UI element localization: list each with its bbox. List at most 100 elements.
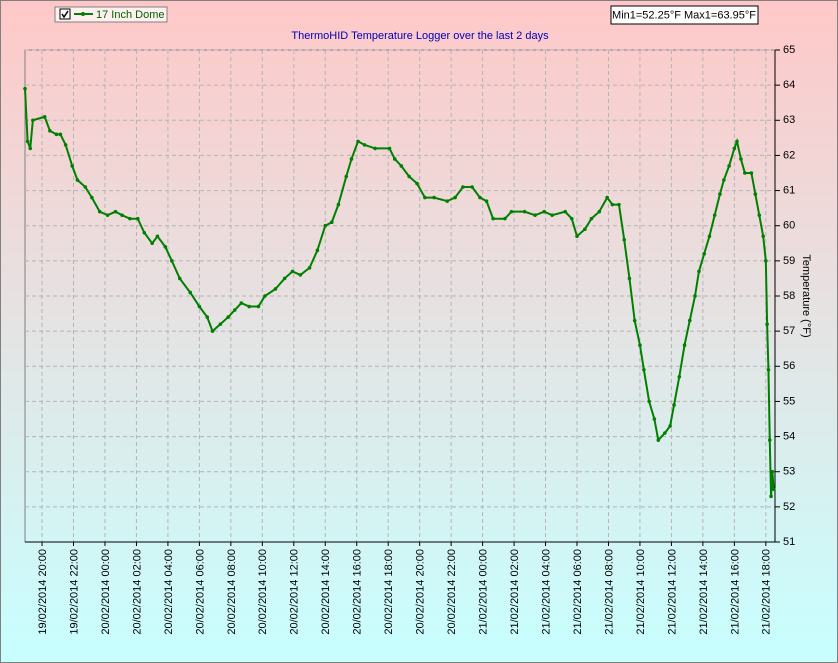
data-point <box>48 129 52 133</box>
data-point <box>656 438 661 442</box>
data-point <box>718 192 722 196</box>
data-point <box>509 209 514 214</box>
x-tick-label: 20/02/2014 18:00 <box>383 549 395 635</box>
data-point <box>31 118 35 123</box>
check-mark <box>61 10 69 19</box>
data-point <box>323 223 328 228</box>
y-tick-label: 61 <box>783 184 795 196</box>
data-point <box>682 343 687 348</box>
data-point <box>589 216 594 221</box>
y-tick-label: 52 <box>783 501 795 513</box>
data-point <box>247 304 252 309</box>
data-point <box>423 195 427 200</box>
data-point <box>522 209 527 214</box>
data-point <box>770 469 775 474</box>
y-tick-label: 63 <box>783 114 795 126</box>
data-point <box>617 202 621 207</box>
y-tick-label: 62 <box>783 149 795 161</box>
legend-marker <box>81 12 85 16</box>
data-point <box>373 146 377 151</box>
data-point <box>461 185 465 189</box>
y-tick-label: 53 <box>783 466 795 478</box>
data-point <box>753 192 758 196</box>
data-point <box>484 199 489 203</box>
data-point <box>575 234 579 239</box>
data-point <box>128 216 132 221</box>
x-tick-label: 20/02/2014 04:00 <box>163 549 175 635</box>
data-point <box>315 248 320 253</box>
data-point <box>732 146 737 151</box>
data-point <box>25 139 30 144</box>
data-point <box>205 315 210 319</box>
x-tick-label: 20/02/2014 00:00 <box>100 549 112 635</box>
data-point <box>218 322 223 326</box>
data-point <box>90 195 94 200</box>
data-point <box>767 438 772 442</box>
x-tick-label: 20/02/2014 12:00 <box>289 549 301 635</box>
data-point <box>362 143 367 147</box>
data-point <box>197 304 202 309</box>
data-point <box>622 237 627 242</box>
data-point <box>232 308 237 312</box>
data-point <box>652 417 657 421</box>
data-point <box>702 252 706 256</box>
data-point <box>766 368 771 372</box>
annotation-box <box>610 5 759 25</box>
data-point <box>170 259 174 263</box>
data-point <box>163 245 168 249</box>
legend-checkbox[interactable] <box>59 8 71 20</box>
data-point <box>83 185 88 189</box>
data-point <box>712 213 717 217</box>
data-point <box>356 139 360 144</box>
data-point <box>757 213 762 217</box>
data-point <box>23 86 27 91</box>
data-point <box>282 276 287 281</box>
x-tick-label: 21/02/2014 14:00 <box>698 549 710 635</box>
data-point <box>610 202 615 207</box>
data-point <box>707 234 712 239</box>
data-point <box>263 294 267 298</box>
data-point <box>638 343 642 348</box>
data-point <box>769 494 773 499</box>
annotation: Min1=52.25°F Max1=63.95°F <box>612 9 756 21</box>
data-point <box>298 273 303 277</box>
data-point <box>387 146 392 151</box>
y-axis-label: Temperature (°F) <box>800 254 812 337</box>
y-tick-label: 51 <box>783 536 795 548</box>
x-tick-label: 21/02/2014 02:00 <box>509 549 521 635</box>
data-point <box>647 399 651 404</box>
x-tick-label: 19/02/2014 20:00 <box>37 549 49 635</box>
data-point <box>54 132 59 137</box>
x-tick-label: 21/02/2014 18:00 <box>761 549 773 635</box>
data-point <box>407 174 411 179</box>
data-point <box>743 171 747 175</box>
data-point <box>42 114 47 119</box>
data-point <box>693 294 697 298</box>
y-tick-label: 54 <box>783 430 795 442</box>
data-point <box>239 301 244 305</box>
data-point <box>349 157 354 161</box>
legend-box <box>54 6 168 23</box>
data-point <box>273 287 278 291</box>
x-tick-label: 20/02/2014 02:00 <box>131 549 143 635</box>
data-point <box>307 266 312 270</box>
y-tick-label: 64 <box>783 79 795 91</box>
data-point <box>727 164 731 168</box>
x-tick-label: 20/02/2014 08:00 <box>226 549 238 635</box>
data-point <box>583 227 587 232</box>
x-tick-label: 21/02/2014 16:00 <box>729 549 741 635</box>
data-point <box>533 213 537 217</box>
x-tick-label: 21/02/2014 00:00 <box>478 549 490 635</box>
x-tick-label: 20/02/2014 22:00 <box>446 549 458 635</box>
x-tick-label: 19/02/2014 22:00 <box>68 549 80 635</box>
data-point <box>290 269 295 274</box>
data-point <box>663 431 667 435</box>
y-tick-label: 55 <box>783 395 795 407</box>
x-tick-label: 21/02/2014 10:00 <box>635 549 647 635</box>
data-point <box>392 157 397 161</box>
data-point <box>150 241 154 246</box>
data-point <box>503 216 507 221</box>
data-point <box>28 146 33 151</box>
x-tick-label: 20/02/2014 14:00 <box>320 549 332 635</box>
